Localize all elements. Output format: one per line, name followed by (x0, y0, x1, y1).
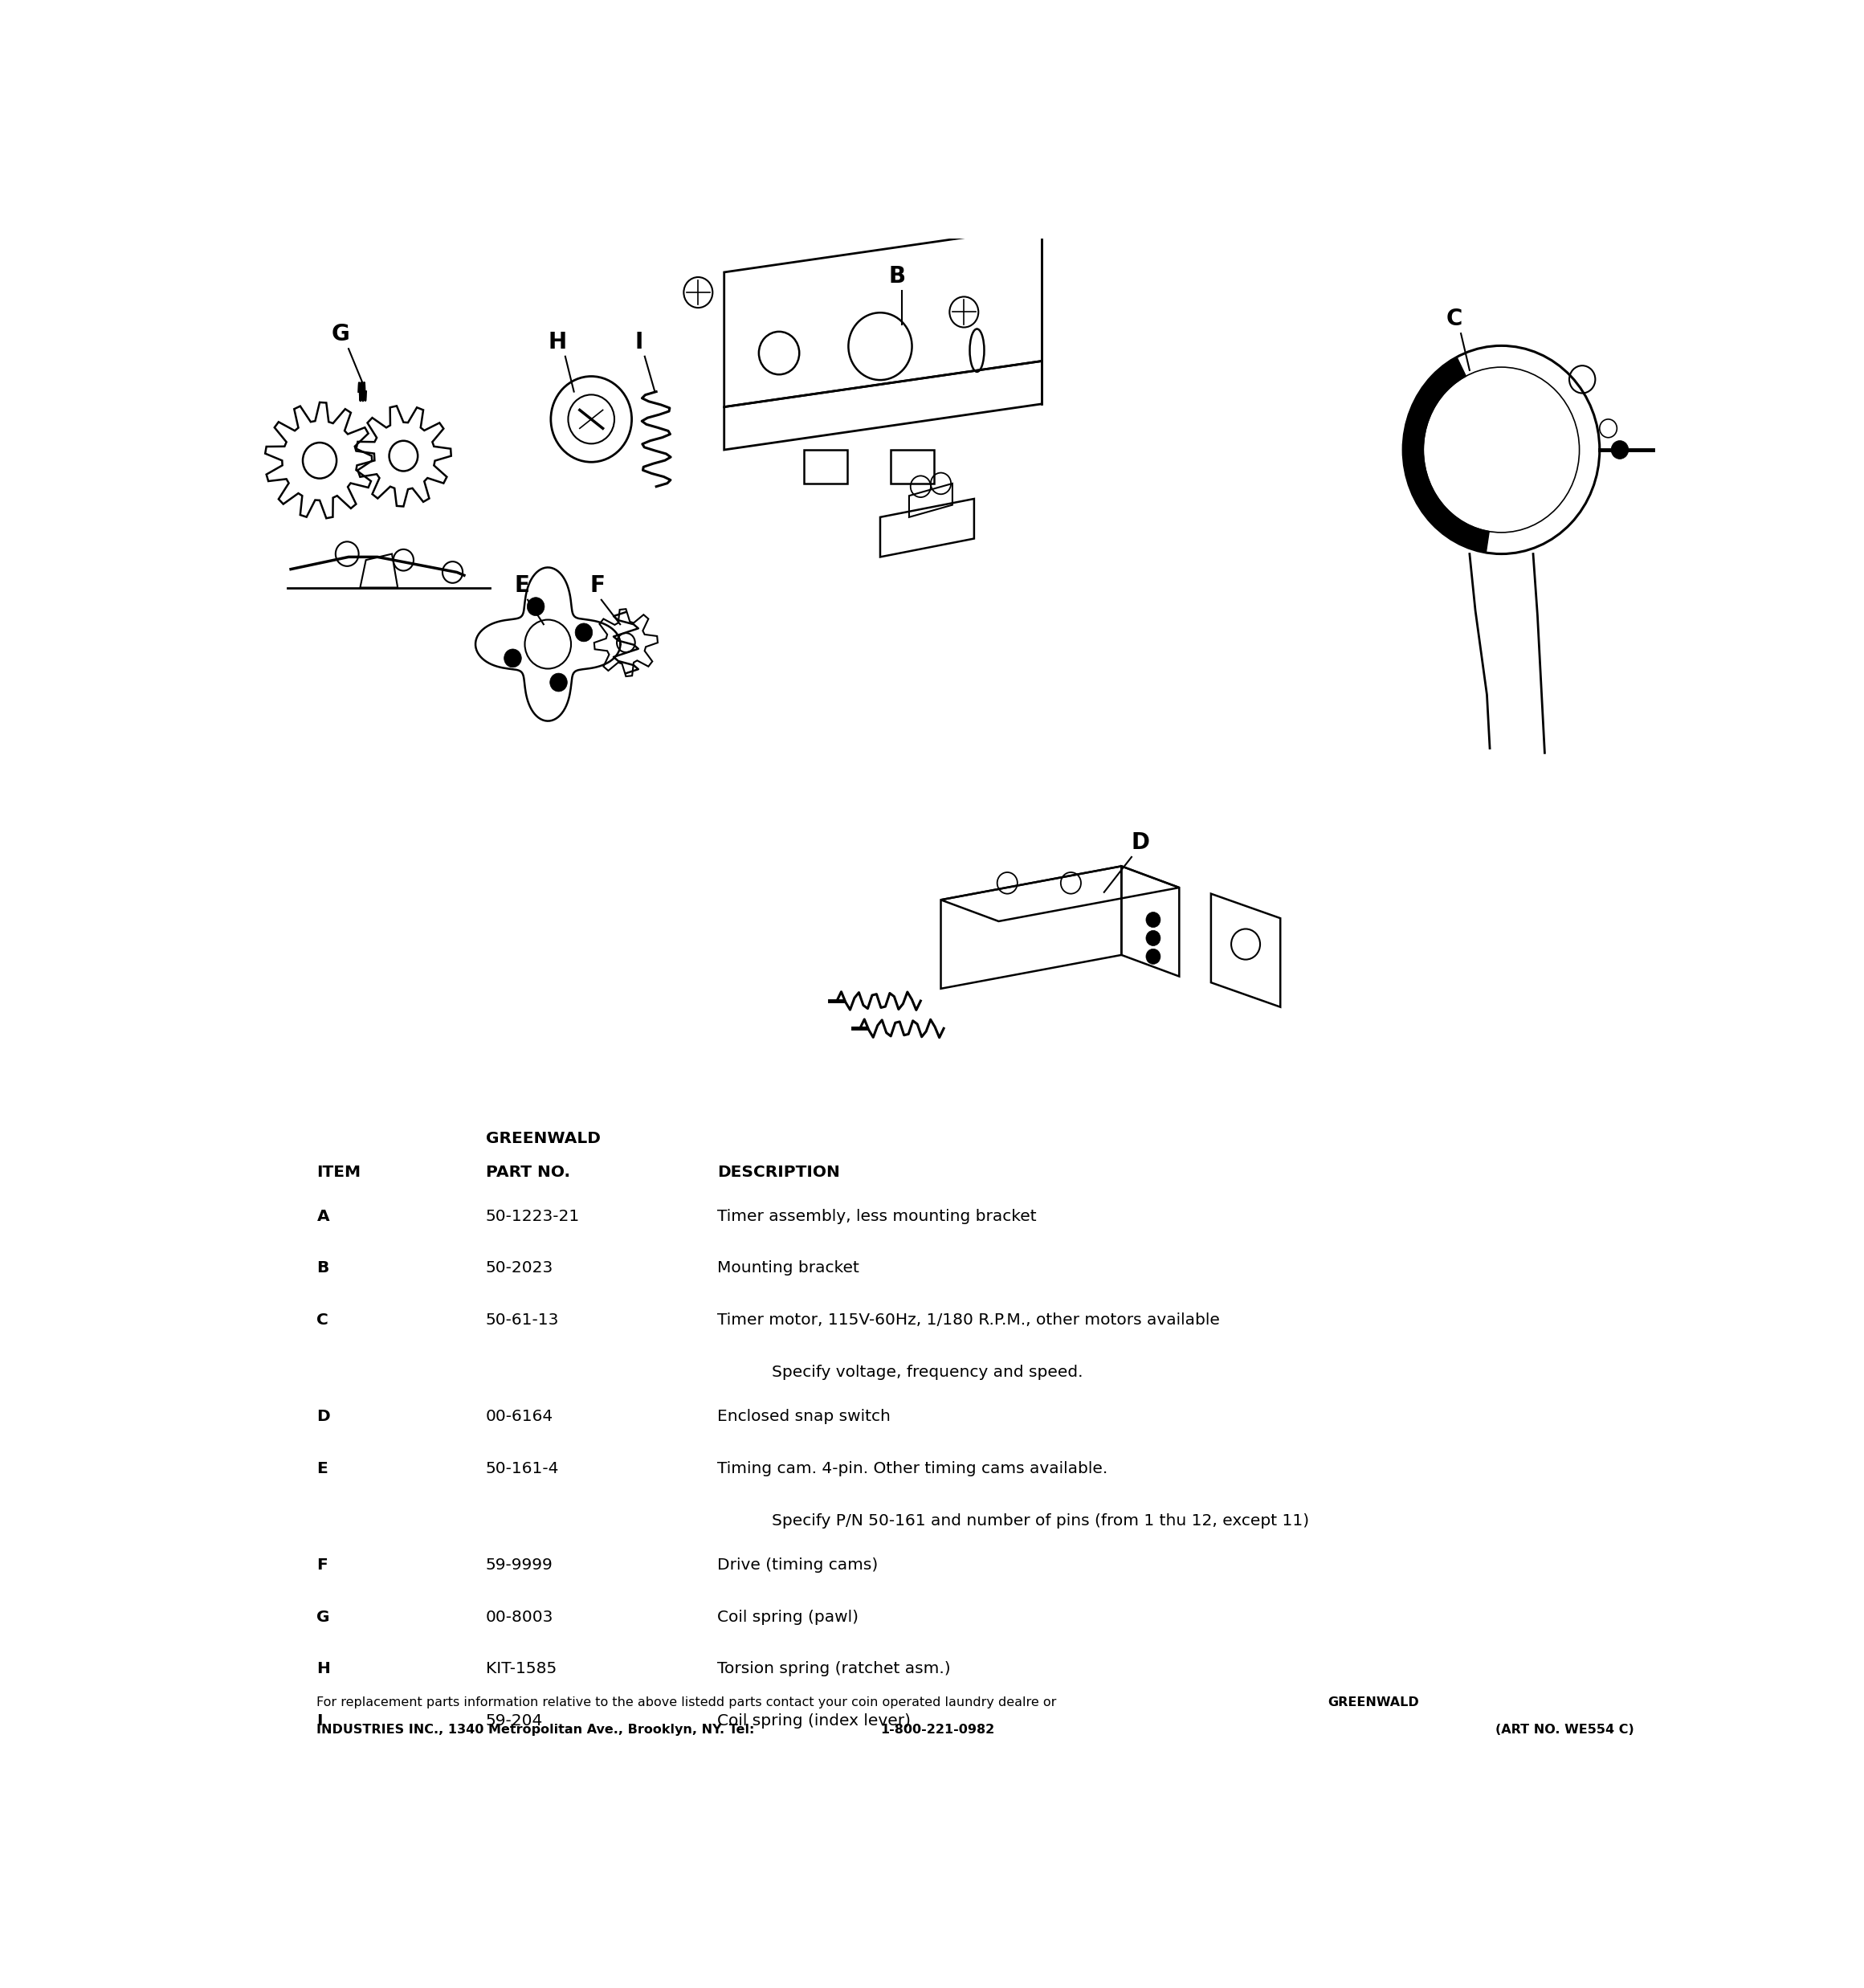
Text: D: D (317, 1409, 330, 1423)
Text: C: C (317, 1312, 328, 1328)
Text: I: I (634, 330, 643, 354)
Text: 00-6164: 00-6164 (487, 1409, 554, 1423)
Text: KIT-1585: KIT-1585 (487, 1662, 557, 1676)
Text: E: E (514, 575, 529, 596)
Text: 59-9999: 59-9999 (487, 1557, 554, 1573)
Text: Specify P/N 50-161 and number of pins (from 1 thu 12, except 11): Specify P/N 50-161 and number of pins (f… (772, 1513, 1309, 1529)
Circle shape (576, 624, 593, 642)
Circle shape (1146, 912, 1161, 926)
Text: I: I (317, 1714, 322, 1730)
Text: GREENWALD: GREENWALD (1327, 1696, 1419, 1708)
Text: For replacement parts information relative to the above listedd parts contact yo: For replacement parts information relati… (317, 1696, 1061, 1708)
Text: B: B (317, 1260, 330, 1276)
Text: Timer motor, 115V-60Hz, 1/180 R.P.M., other motors available: Timer motor, 115V-60Hz, 1/180 R.P.M., ot… (718, 1312, 1219, 1328)
Text: D: D (1131, 831, 1150, 855)
Text: ITEM: ITEM (317, 1165, 362, 1181)
Text: PART NO.: PART NO. (487, 1165, 570, 1181)
Text: 50-161-4: 50-161-4 (487, 1461, 559, 1477)
Circle shape (550, 674, 567, 692)
Polygon shape (1404, 358, 1489, 553)
Text: H: H (548, 330, 567, 354)
Text: GREENWALD: GREENWALD (487, 1131, 600, 1147)
Circle shape (1146, 930, 1161, 946)
Text: Mounting bracket: Mounting bracket (718, 1260, 859, 1276)
Text: 50-1223-21: 50-1223-21 (487, 1209, 580, 1225)
Text: A: A (317, 1209, 330, 1225)
Circle shape (503, 648, 522, 668)
Text: 00-8003: 00-8003 (487, 1610, 554, 1624)
Text: (ART NO. WE554 C): (ART NO. WE554 C) (1495, 1724, 1635, 1736)
Text: 50-61-13: 50-61-13 (487, 1312, 559, 1328)
Circle shape (1146, 948, 1161, 964)
Circle shape (1610, 441, 1629, 459)
Text: Timer assembly, less mounting bracket: Timer assembly, less mounting bracket (718, 1209, 1036, 1225)
Circle shape (528, 596, 544, 616)
Text: C: C (1446, 308, 1463, 330)
Text: Timing cam. 4-pin. Other timing cams available.: Timing cam. 4-pin. Other timing cams ava… (718, 1461, 1107, 1477)
Text: G: G (317, 1610, 330, 1624)
Text: B: B (889, 264, 906, 288)
Text: 59-204: 59-204 (487, 1714, 542, 1730)
Text: F: F (589, 575, 606, 596)
Text: E: E (317, 1461, 328, 1477)
Text: F: F (317, 1557, 328, 1573)
Text: Drive (timing cams): Drive (timing cams) (718, 1557, 878, 1573)
Text: H: H (317, 1662, 330, 1676)
Text: Specify voltage, frequency and speed.: Specify voltage, frequency and speed. (772, 1364, 1083, 1380)
Text: Enclosed snap switch: Enclosed snap switch (718, 1409, 891, 1423)
Text: Coil spring (index lever): Coil spring (index lever) (718, 1714, 910, 1730)
Text: Torsion spring (ratchet asm.): Torsion spring (ratchet asm.) (718, 1662, 951, 1676)
Text: DESCRIPTION: DESCRIPTION (718, 1165, 839, 1181)
Text: INDUSTRIES INC., 1340 Metropolitan Ave., Brooklyn, NY. Tel:: INDUSTRIES INC., 1340 Metropolitan Ave.,… (317, 1724, 759, 1736)
Text: Coil spring (pawl): Coil spring (pawl) (718, 1610, 857, 1624)
Text: 50-2023: 50-2023 (487, 1260, 554, 1276)
Text: 1-800-221-0982: 1-800-221-0982 (880, 1724, 994, 1736)
Text: G: G (332, 324, 350, 346)
